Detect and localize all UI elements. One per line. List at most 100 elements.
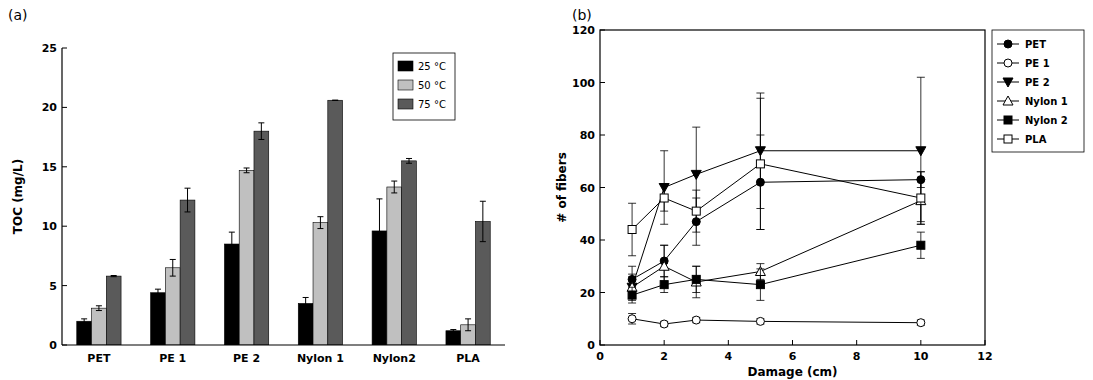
legend-marker: [1004, 135, 1012, 143]
bar: [446, 331, 461, 345]
marker: [692, 275, 700, 283]
x-tick: [792, 340, 793, 345]
bar: [106, 276, 121, 345]
legend: PETPE 1PE 2Nylon 1Nylon 2PLA: [992, 30, 1084, 152]
error-bar: [170, 259, 176, 276]
marker: [756, 317, 764, 325]
x-tick-label: 6: [789, 350, 797, 363]
error-bar: [692, 266, 700, 292]
y-tick-label: 120: [572, 24, 595, 37]
bar: [151, 293, 166, 345]
y-axis-label: # of fibers: [555, 152, 569, 223]
y-tick: [62, 48, 67, 49]
marker: [692, 316, 700, 324]
legend-label: Nylon 2: [1025, 115, 1068, 126]
y-tick-label: 40: [580, 234, 596, 247]
marker: [917, 319, 925, 327]
series-line: [632, 151, 921, 288]
bar: [328, 100, 343, 345]
marker: [756, 281, 764, 289]
x-tick: [856, 340, 857, 345]
legend-label: 25 °C: [418, 61, 446, 72]
series-line: [632, 319, 921, 324]
x-tick-label: 8: [853, 350, 861, 363]
y-tick-label: 0: [49, 339, 57, 352]
error-bar: [756, 98, 764, 229]
error-bar: [111, 276, 117, 277]
y-tick-label: 0: [587, 339, 595, 352]
legend-label: Nylon 1: [1025, 96, 1068, 107]
error-bar: [628, 203, 636, 256]
y-tick-label: 20: [580, 287, 596, 300]
bar: [165, 268, 180, 345]
panel-title: (a): [8, 7, 28, 23]
panel-title: (b): [572, 7, 592, 23]
y-tick: [62, 166, 67, 167]
error-bar: [480, 201, 486, 241]
panel-line: (b)020406080100120# of fibers024681012Da…: [555, 7, 1084, 379]
legend-marker: [1003, 78, 1013, 87]
y-tick-label: 10: [42, 220, 58, 233]
error-bar: [917, 172, 925, 225]
legend-marker: [1004, 40, 1012, 48]
bar: [92, 308, 107, 345]
marker: [756, 160, 764, 168]
y-tick: [600, 30, 605, 31]
y-tick: [600, 82, 605, 83]
marker: [660, 281, 668, 289]
error-bar: [317, 217, 323, 229]
bar: [239, 170, 254, 345]
bar: [77, 321, 92, 345]
legend-box: [393, 53, 455, 120]
legend-label: PLA: [1025, 134, 1047, 145]
series-marks: [627, 77, 926, 328]
x-tick-label: Nylon2: [373, 352, 416, 365]
error-bar: [96, 306, 102, 311]
error-bar: [258, 123, 264, 140]
x-tick: [920, 340, 921, 345]
bar: [402, 161, 417, 345]
y-axis-label: TOC (mg/L): [11, 159, 25, 234]
marker: [692, 207, 700, 215]
error-bar: [692, 127, 700, 222]
series-line: [632, 164, 921, 230]
y-tick: [600, 187, 605, 188]
error-bar: [81, 319, 87, 324]
x-tick-label: PET: [87, 352, 111, 365]
y-tick-label: 20: [42, 101, 58, 114]
marker: [659, 261, 669, 270]
chart-root: (a)0510152025TOC (mg/L)PETPE 1PE 2Nylon …: [0, 0, 1093, 380]
x-tick-label: Nylon 1: [297, 352, 344, 365]
error-bar: [185, 188, 191, 212]
legend-box: [992, 30, 1084, 152]
x-tick-label: 0: [596, 350, 604, 363]
marker: [917, 194, 925, 202]
marker: [917, 241, 925, 249]
legend-marker: [1004, 116, 1012, 124]
x-tick-label: PE 2: [233, 352, 260, 365]
bar: [387, 187, 402, 345]
error-bar: [450, 330, 456, 332]
legend-label: PET: [1025, 39, 1046, 50]
error-bar: [692, 266, 700, 298]
error-bar: [229, 232, 235, 256]
error-bar: [917, 77, 925, 224]
y-tick: [600, 292, 605, 293]
error-bar: [692, 190, 700, 232]
y-tick-label: 5: [49, 280, 57, 293]
error-bar: [628, 287, 636, 303]
bar: [224, 244, 239, 345]
x-axis-label: Damage (cm): [747, 365, 837, 379]
legend-label: 50 °C: [418, 80, 446, 91]
bars: [77, 100, 490, 345]
x-tick: [664, 340, 665, 345]
y-tick-label: 25: [42, 42, 57, 55]
error-bar: [376, 199, 382, 263]
x-tick: [600, 340, 601, 345]
legend-swatch: [398, 80, 413, 90]
marker: [916, 147, 926, 156]
y-tick-label: 100: [572, 77, 595, 90]
series-line: [632, 201, 921, 288]
y-tick: [62, 226, 67, 227]
error-bar: [332, 100, 338, 101]
